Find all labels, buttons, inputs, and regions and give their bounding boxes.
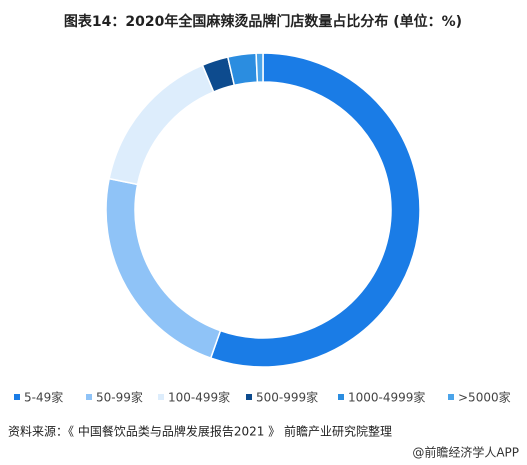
legend-label: 1000-4999家 bbox=[348, 390, 425, 405]
donut-slice bbox=[108, 64, 215, 186]
chart-title: 图表14：2020年全国麻辣烫品牌门店数量占比分布 (单位：%) bbox=[64, 13, 462, 30]
donut-slice bbox=[255, 52, 264, 83]
legend-swatch bbox=[338, 394, 344, 400]
legend-label: 100-499家 bbox=[168, 390, 230, 405]
legend-swatch bbox=[448, 394, 454, 400]
source-note: 资料来源：《 中国餐饮品类与品牌发展报告2021 》 前瞻产业研究院整理 bbox=[8, 424, 392, 439]
legend-label: 50-99家 bbox=[96, 390, 143, 405]
legend-swatch bbox=[14, 394, 20, 400]
brand-footer: @前瞻经济学人APP bbox=[412, 445, 519, 460]
legend-swatch bbox=[246, 394, 252, 400]
legend-label: 500-999家 bbox=[256, 390, 318, 405]
legend-label: >5000家 bbox=[458, 390, 511, 405]
donut-slice bbox=[209, 52, 421, 368]
legend-label: 5-49家 bbox=[24, 390, 63, 405]
donut-slice bbox=[105, 177, 222, 360]
legend-swatch bbox=[86, 394, 92, 400]
legend-swatch bbox=[158, 394, 164, 400]
